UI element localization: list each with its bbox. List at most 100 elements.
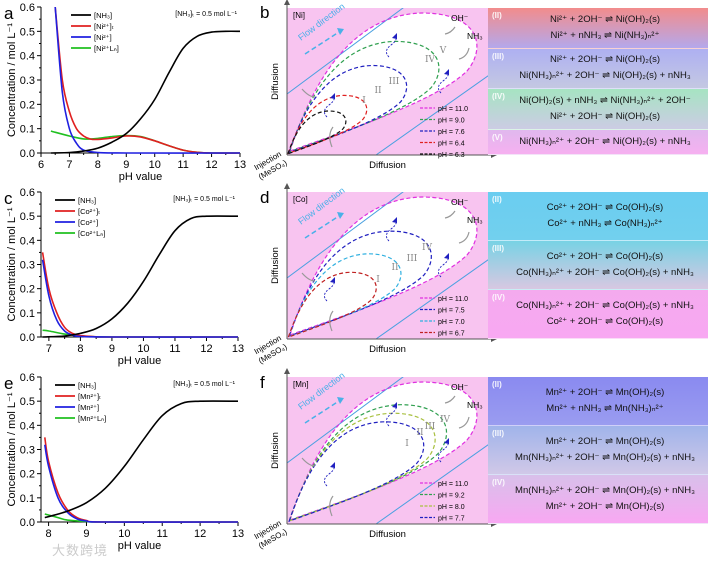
series-line-2 xyxy=(44,444,238,523)
x-axis-label: pH value xyxy=(119,171,162,183)
equation-section: (II) Ni²⁺ + 2OH⁻ ⇌ Ni(OH)₂(s) Ni²⁺ + nNH₃ … xyxy=(488,8,708,49)
reaction-equation: Co²⁺ + 2OH⁻ ⇌ Co(OH)₂(s) xyxy=(546,316,664,327)
legend-label: [Ni²⁺] xyxy=(94,33,112,42)
oh-label: OH⁻ xyxy=(451,382,469,392)
legend-label: pH = 7.6 xyxy=(438,129,465,136)
watermark: 大数跨境 xyxy=(52,543,109,558)
x-tick-label: 13 xyxy=(232,343,244,355)
ph-contour xyxy=(289,12,478,152)
flow-arrow-head-icon xyxy=(444,69,449,75)
x-tick-label: 6 xyxy=(38,159,44,171)
flow-direction-arrow xyxy=(304,31,340,55)
region-label: IV xyxy=(440,415,451,425)
reaction-equation: Co²⁺ + nNH₃ ⇌ Co(NH₃)ₙ²⁺ xyxy=(547,218,663,229)
x-tick-label: 12 xyxy=(194,528,206,540)
nh3-diffusion-arrow xyxy=(458,231,470,244)
series-line-0 xyxy=(42,215,238,338)
equation-box-d: (II) Co²⁺ + 2OH⁻ ⇌ Co(OH)₂(s) Co²⁺ + nNH₃ … xyxy=(488,192,708,339)
series-line-3 xyxy=(50,130,240,154)
nh3-label: NH₃ xyxy=(467,31,483,41)
reaction-equation: Mn²⁺ + 2OH⁻ ⇌ Mn(OH)₂(s) xyxy=(545,387,665,398)
y-tick-label: 0.4 xyxy=(20,51,35,63)
side-diffusion-arrow xyxy=(301,272,316,282)
y-tick-label: 0.3 xyxy=(20,445,35,457)
y-axis-arrow-icon xyxy=(284,0,290,5)
x-tick-label: 13 xyxy=(234,159,246,171)
region-tag: (II) xyxy=(492,380,502,389)
region-tag: (III) xyxy=(492,244,504,253)
reaction-equation: Ni(NH₃)ₙ²⁺ + 2OH⁻ ⇌ Ni(OH)₂(s) + nNH₃ xyxy=(519,70,691,82)
ph-contour xyxy=(289,381,478,521)
x-axis-label: pH value xyxy=(118,355,161,367)
x-tick-label: 11 xyxy=(157,528,168,540)
y-axis-label: Concentration / mol L⁻¹ xyxy=(6,207,18,321)
chart-c: c 0.0 0.1 0.2 0.3 0.4 0.5 0.6 7 8 9 10 11 12 13 pH valu… xyxy=(4,187,244,367)
nh3-diffusion-arrow xyxy=(458,47,470,60)
oh-label: OH⁻ xyxy=(451,13,469,23)
flow-arrow-head-icon xyxy=(337,397,344,404)
region-tag: (III) xyxy=(492,429,504,438)
bottom-diffusion-arrow xyxy=(329,310,334,332)
chart-a: a 0.0 0.1 0.2 0.3 0.4 0.5 0.6 6 7 8 9 10 11 12 13 pH val… xyxy=(4,2,246,183)
legend-label: pH = 8.0 xyxy=(438,504,465,511)
flow-arrow-head-icon xyxy=(392,33,397,39)
flow-arrow-head-icon xyxy=(337,212,344,219)
region-tag: (V) xyxy=(492,132,503,142)
y-tick-label: 0.3 xyxy=(20,75,35,87)
x-axis-label: pH value xyxy=(118,540,161,552)
region-tag: (III) xyxy=(492,51,504,61)
equation-section: (III) Co²⁺ + 2OH⁻ ⇌ Co(OH)₂(s) Co(NH₃)ₙ²⁺ … xyxy=(488,241,708,290)
ph-contour xyxy=(289,196,478,336)
ph-contour xyxy=(288,421,425,523)
chart-e: e 0.0 0.1 0.2 0.3 0.4 0.5 0.6 8 9 10 11 12 13 pH value… xyxy=(4,372,244,552)
x-tick-label: 11 xyxy=(177,159,188,171)
x-axis-label: Diffusion xyxy=(369,529,406,540)
legend-label: [Co²⁺] xyxy=(78,218,98,227)
panel-letter: f xyxy=(260,373,265,392)
nh3-label: NH₃ xyxy=(467,400,483,410)
legend-label: pH = 6.7 xyxy=(438,331,465,338)
legend-label: pH = 11.0 xyxy=(438,296,468,303)
x-tick-label: 9 xyxy=(83,528,89,540)
bottom-diffusion-arrow xyxy=(329,126,334,148)
region-tag: (IV) xyxy=(492,478,505,487)
boundary-line-lower xyxy=(375,75,488,155)
legend-label: [Mn²⁺]ₜ xyxy=(78,392,101,401)
y-axis-label: Diffusion xyxy=(270,432,281,469)
legend-label: pH = 11.0 xyxy=(438,481,468,488)
x-axis-label: Diffusion xyxy=(369,344,406,355)
side-diffusion-arrow xyxy=(301,457,316,467)
y-tick-label: 0.2 xyxy=(20,99,35,111)
region-label: I xyxy=(405,439,409,449)
equation-box-f: (II) Mn²⁺ + 2OH⁻ ⇌ Mn(OH)₂(s) Mn²⁺ + nNH₃ … xyxy=(488,377,708,524)
region-label: II xyxy=(416,428,424,438)
y-tick-label: 0.6 xyxy=(20,187,35,199)
ph-contour xyxy=(288,412,436,522)
reaction-equation: Mn(NH₃)ₙ²⁺ + 2OH⁻ ⇌ Mn(OH)₂(s) + nNH₃ xyxy=(515,485,695,496)
legend-label: [Co²⁺]ₜ xyxy=(78,207,100,216)
equation-section: (II) Mn²⁺ + 2OH⁻ ⇌ Mn(OH)₂(s) Mn²⁺ + nNH₃ … xyxy=(488,377,708,426)
metal-label: [Ni] xyxy=(293,11,305,20)
x-tick-label: 12 xyxy=(200,343,212,355)
region-label: IV xyxy=(425,55,436,65)
region-label: V xyxy=(439,46,447,56)
y-tick-label: 0.6 xyxy=(20,2,35,14)
region-tag: (IV) xyxy=(492,92,505,102)
y-tick-label: 0.0 xyxy=(20,332,35,344)
flow-arrow-head-icon xyxy=(330,277,335,283)
reaction-equation: Co²⁺ + 2OH⁻ ⇌ Co(OH)₂(s) xyxy=(546,251,664,262)
ph-contour xyxy=(287,271,377,339)
side-diffusion-arrow xyxy=(301,88,316,98)
legend-label: pH = 7.0 xyxy=(438,319,465,326)
y-tick-label: 0.2 xyxy=(20,469,35,481)
x-tick-label: 9 xyxy=(123,159,129,171)
legend-label: pH = 9.0 xyxy=(438,118,465,125)
x-tick-label: 13 xyxy=(232,528,244,540)
x-tick-label: 7 xyxy=(46,343,52,355)
metal-label: [Mn] xyxy=(293,380,309,389)
y-tick-label: 0.0 xyxy=(20,517,35,529)
legend-label: [Mn²⁺Lₙ] xyxy=(78,414,106,423)
equation-section: (IV) Co(NH₃)ₙ²⁺ + 2OH⁻ ⇌ Co(OH)₂(s) + nNH… xyxy=(488,290,708,339)
flow-path-arrow xyxy=(438,70,449,94)
